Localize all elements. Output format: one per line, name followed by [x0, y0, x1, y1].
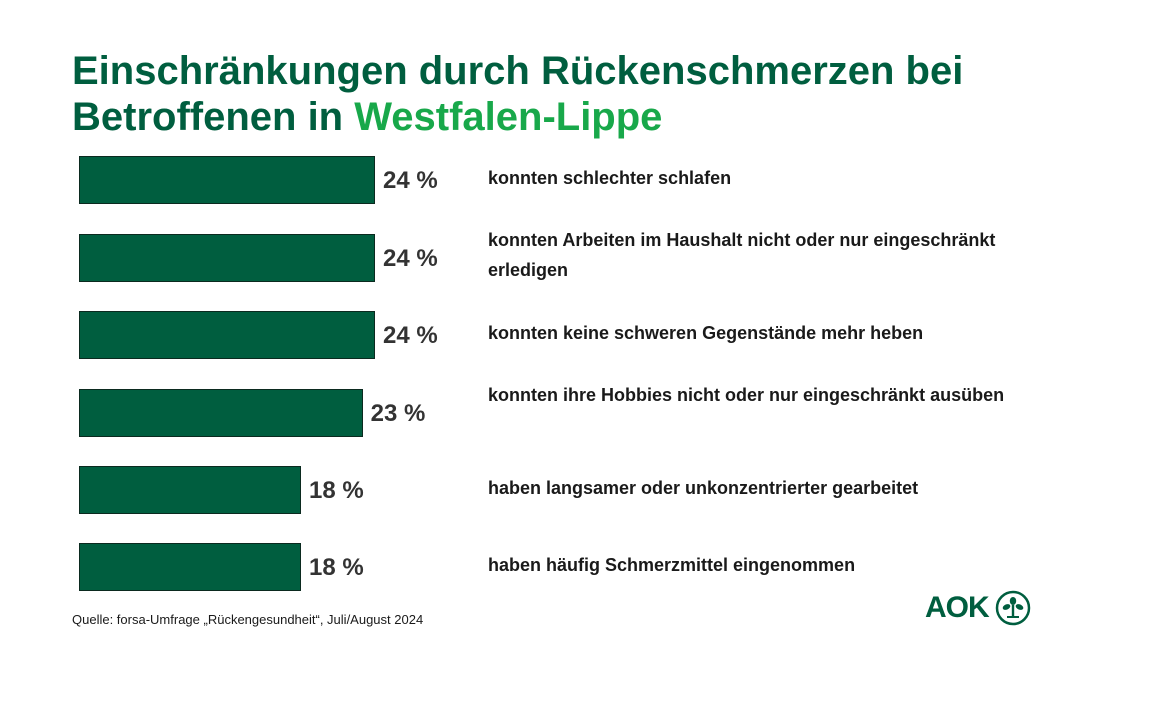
aok-tree-icon	[995, 590, 1031, 626]
bar-value-label: 18 %	[309, 554, 364, 581]
bar-row: 23 % konnten ihre Hobbies nicht oder nur …	[0, 385, 1152, 440]
chart-title-highlight: Westfalen-Lippe	[354, 95, 663, 139]
bar-category-label: haben langsamer oder unkonzentrierter ge…	[488, 478, 919, 498]
logo-text: AOK	[925, 591, 990, 624]
bar-category-label: haben häufig Schmerzmittel eingenommen	[488, 555, 856, 575]
bar-category-label: konnten schlechter schlafen	[488, 168, 732, 188]
bar-row: 24 % konnten keine schweren Gegenstände m…	[0, 310, 1152, 362]
chart-title-line1: Einschränkungen durch Rückenschmerzen be…	[72, 49, 964, 93]
bar-category-label: konnten keine schweren Gegenstände mehr …	[488, 323, 924, 343]
bar	[79, 156, 375, 204]
bar	[79, 466, 301, 514]
bar	[79, 389, 363, 437]
bar-row: 24 % konnten schlechter schlafen	[0, 155, 1152, 207]
aok-logo: AOK	[925, 588, 1031, 628]
bar-value-label: 18 %	[309, 477, 364, 504]
bar-row: 24 % konnten Arbeiten im Haushalt nicht o…	[0, 230, 1152, 285]
bar	[79, 543, 301, 591]
bar-category-label: konnten ihre Hobbies nicht oder nur eing…	[488, 385, 1005, 405]
chart-title-line2-prefix: Betroffenen in	[72, 95, 355, 139]
bar-value-label: 24 %	[383, 167, 438, 194]
bar-row: 18 % haben langsamer oder unkonzentrierte…	[0, 465, 1152, 517]
bar-value-label: 23 %	[370, 400, 426, 427]
chart-title: Einschränkungen durch Rückenschmerzen be…	[72, 48, 1072, 140]
bar-category-label: konnten Arbeiten im Haushalt nicht oder …	[488, 230, 996, 280]
bar-value-label: 24 %	[383, 245, 438, 272]
bar-value-label: 24 %	[383, 322, 438, 349]
bar	[79, 234, 375, 282]
bar	[79, 311, 375, 359]
source-note: Quelle: forsa-Umfrage „Rückengesundheit“…	[72, 612, 424, 627]
bar-row: 18 % haben häufig Schmerzmittel eingenomm…	[0, 542, 1152, 594]
